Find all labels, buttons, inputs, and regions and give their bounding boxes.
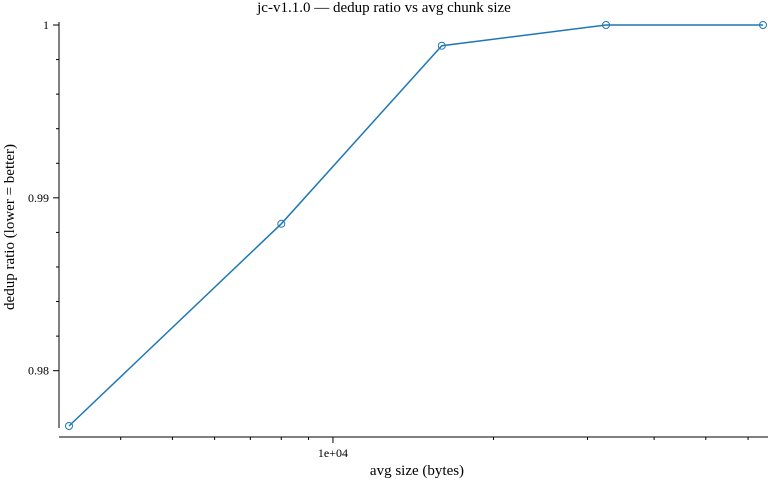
y-ticks: 0.98 0.99 1 [28,18,59,378]
data-point [65,422,73,430]
y-tick-label: 0.99 [28,191,49,205]
series-group [65,21,767,430]
data-point [277,219,286,228]
data-point [759,21,767,29]
y-tick-label: 0.98 [28,364,49,378]
series-line [68,24,763,427]
data-point [437,41,446,50]
y-axis-label: dedup ratio (lower = better) [2,144,18,310]
y-tick-label: 1 [43,18,49,32]
x-axis-label: avg size (bytes) [370,463,464,479]
x-tick-label: 1e+04 [318,446,348,460]
chart-title: jc-v1.1.0 — dedup ratio vs avg chunk siz… [256,0,511,16]
x-ticks: 1e+04 [120,437,749,460]
data-point [602,21,610,29]
